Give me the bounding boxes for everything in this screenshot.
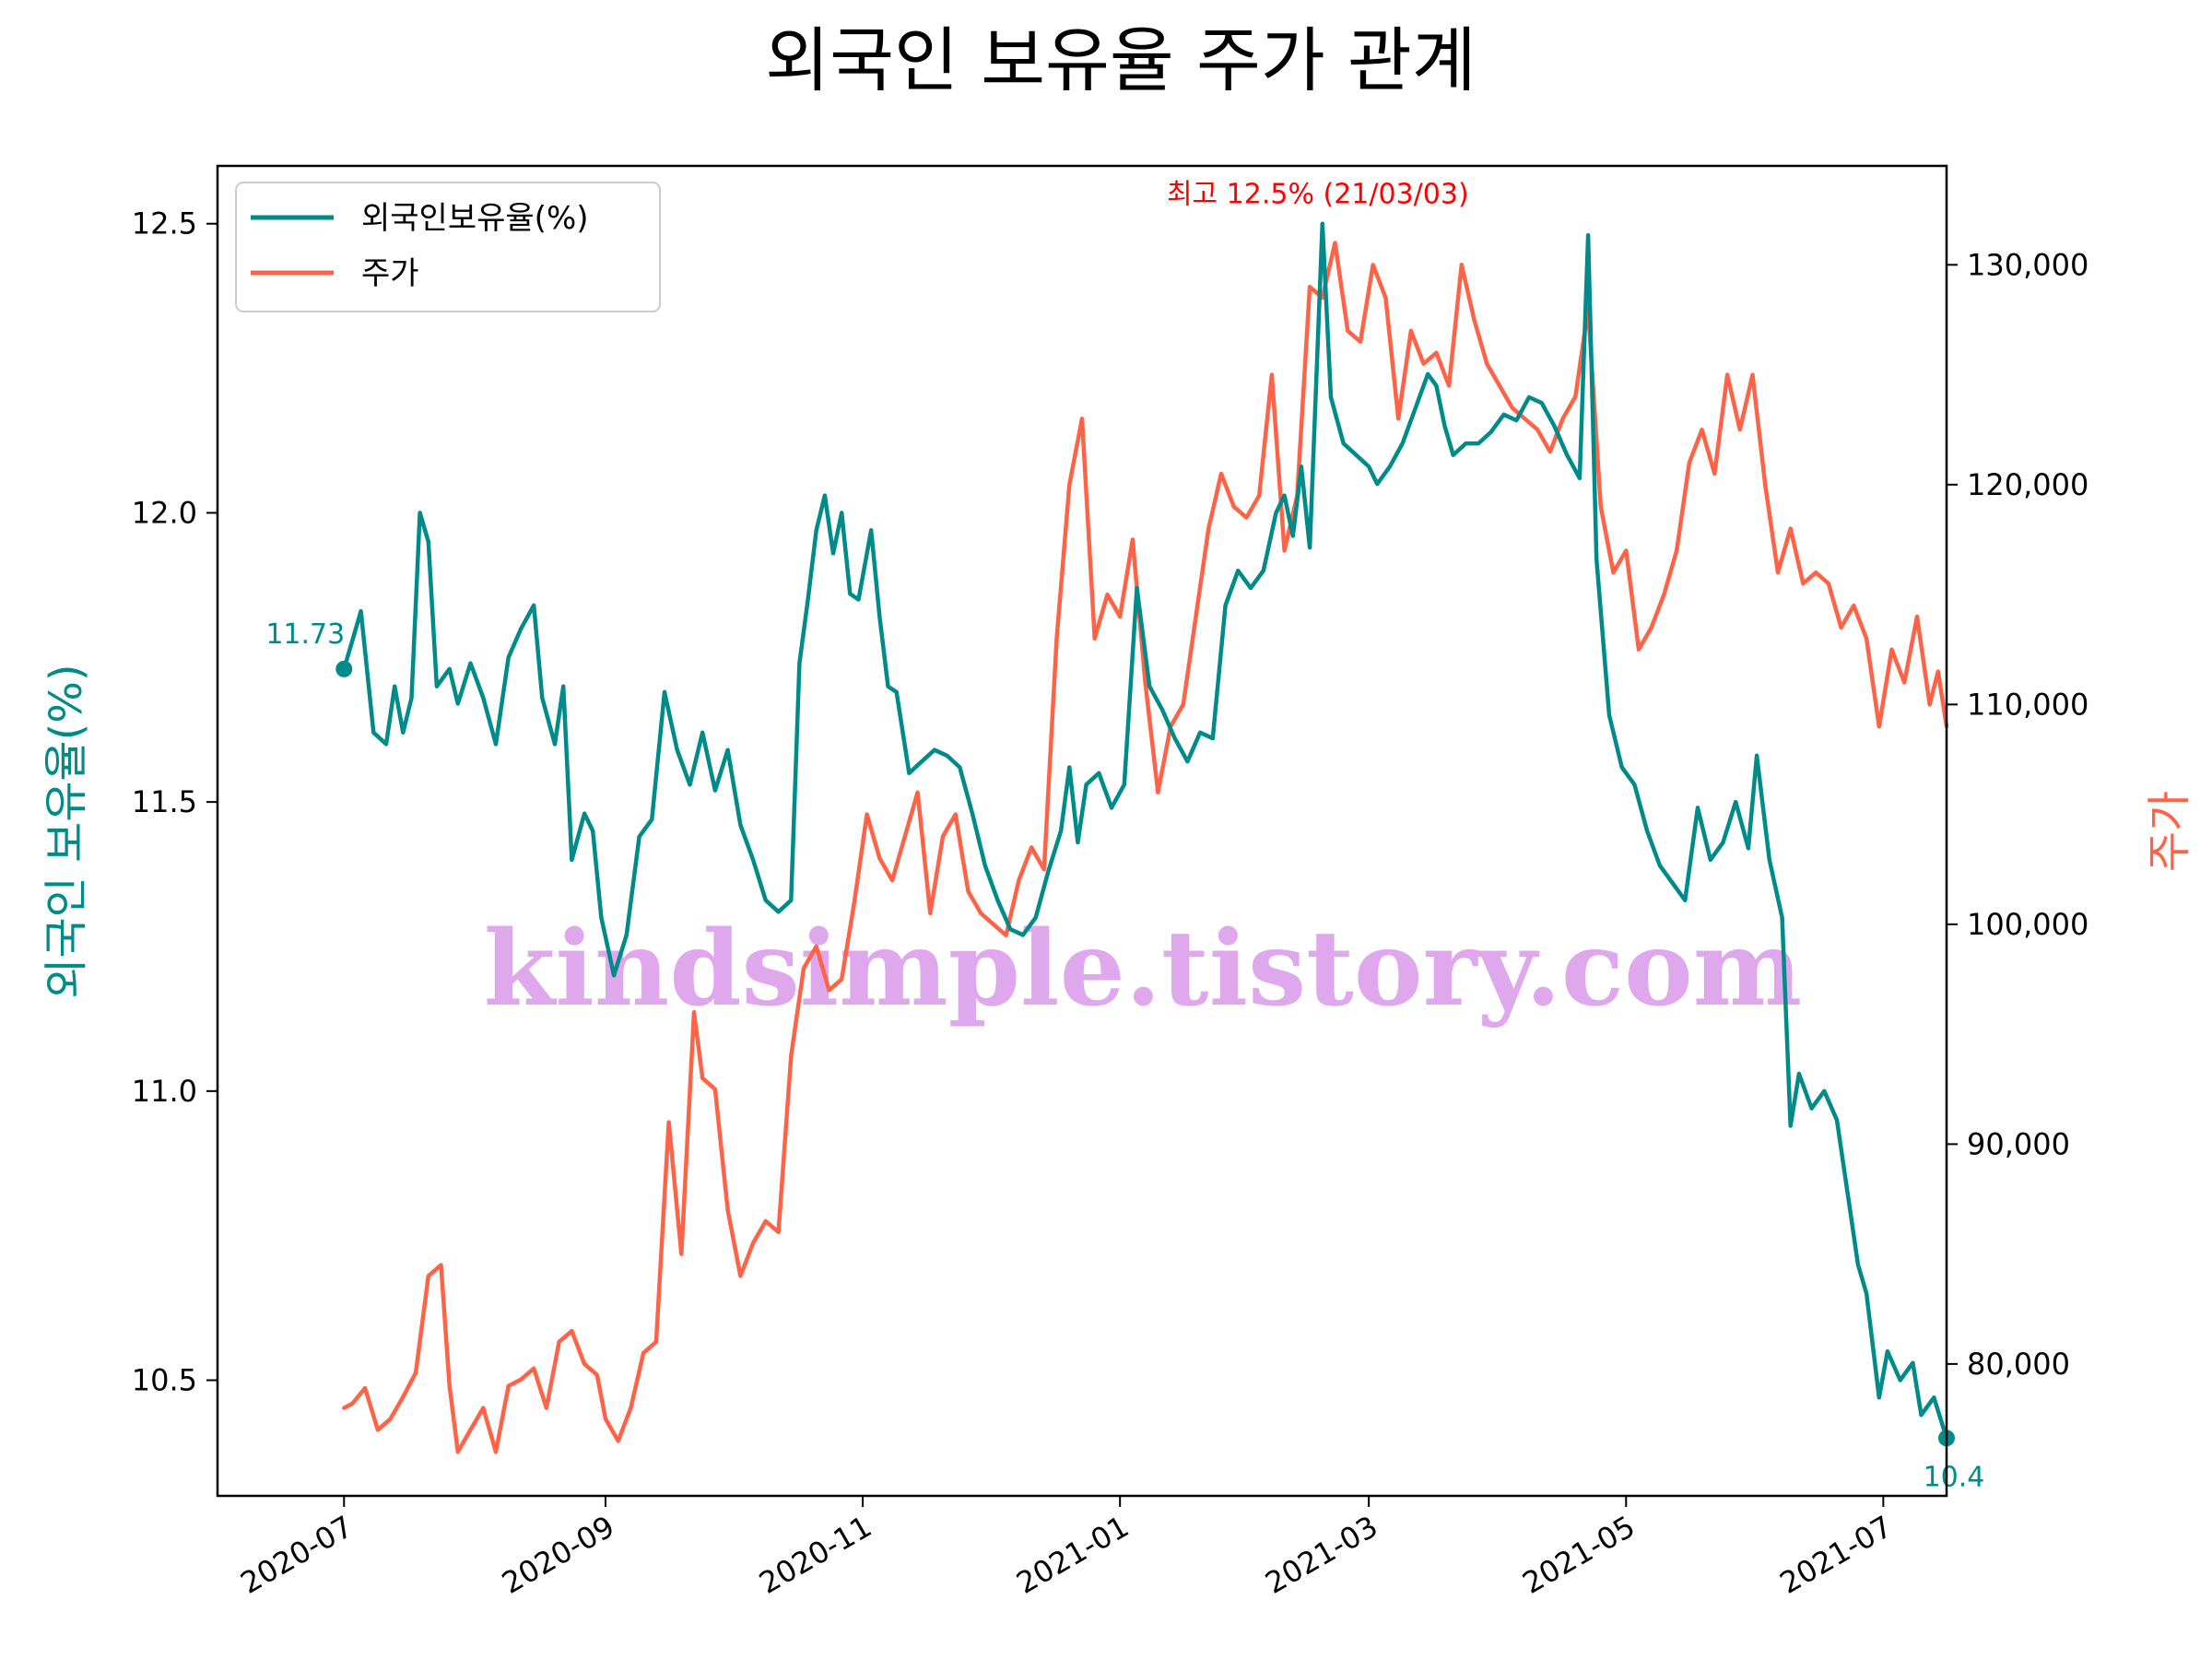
legend-holding-label: 외국인보유율(%) (361, 200, 589, 237)
left-y-tick-label: 11.0 (132, 1074, 197, 1109)
end-value-label: 10.4 (1924, 1461, 1985, 1493)
start-value-label: 11.73 (265, 618, 345, 651)
max-value-annotation: 최고 12.5% (21/03/03) (1167, 179, 1469, 211)
holding-rate-line (342, 221, 1949, 1441)
left-y-axis: 10.5 11.0 11.5 12.0 12.5 (132, 206, 218, 1398)
watermark: kindsimple.tistory.com (484, 909, 1803, 1030)
left-y-tick-label: 10.5 (132, 1363, 197, 1398)
left-y-axis-label: 외국인 보유율(%) (41, 664, 92, 998)
right-y-tick-label: 120,000 (1967, 467, 2088, 502)
legend: 외국인보유율(%) 주가 (235, 182, 661, 312)
chart-title: 외국인 보유율 주가 관계 (765, 19, 1477, 101)
right-y-tick-label: 80,000 (1967, 1347, 2070, 1382)
right-y-tick-label: 110,000 (1967, 687, 2088, 722)
right-y-tick-label: 100,000 (1967, 907, 2088, 942)
legend-box (235, 182, 661, 312)
left-y-tick-label: 11.5 (132, 784, 197, 819)
left-y-tick-label: 12.0 (132, 495, 197, 530)
right-y-tick-label: 90,000 (1967, 1126, 2070, 1161)
right-y-axis-label: 주가 (2144, 791, 2195, 872)
plot-frame (216, 164, 1948, 1498)
right-y-axis: 80,000 90,000 100,000 110,000 120,000 130,000 (1947, 247, 2088, 1382)
start-point-marker (335, 660, 353, 677)
right-y-tick-label: 130,000 (1967, 247, 2088, 282)
plot-area: kindsimple.tistory.com 11.73 10.4 최고 12.… (216, 164, 1985, 1498)
left-y-tick-label: 12.5 (132, 206, 197, 241)
legend-price-label: 주가 (361, 255, 419, 292)
